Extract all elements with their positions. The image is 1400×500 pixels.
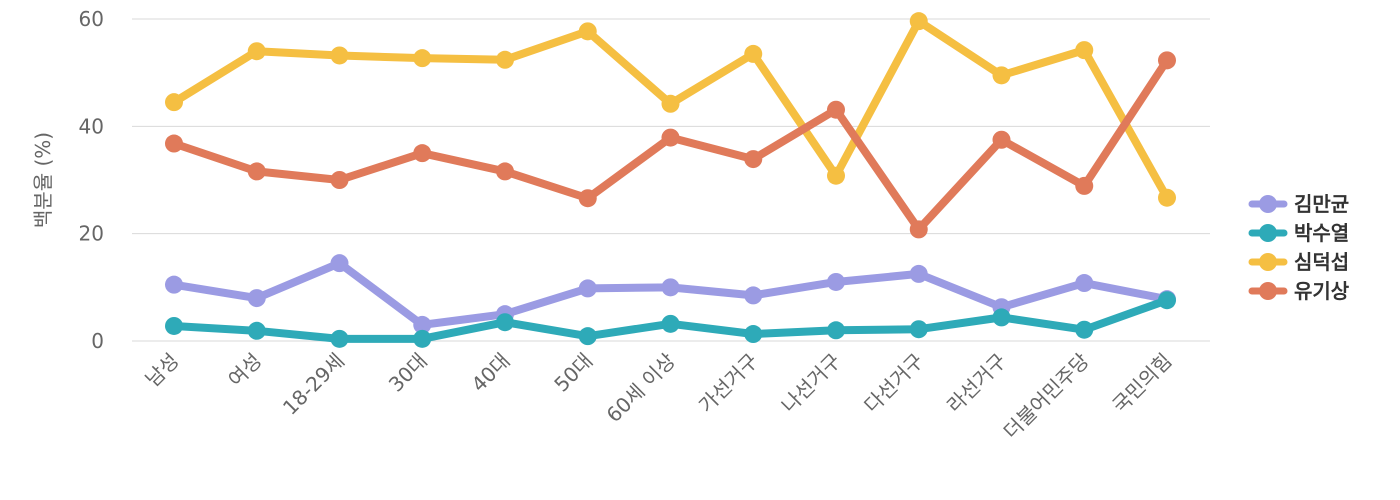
data-point[interactable] [1158, 291, 1176, 310]
data-point[interactable] [992, 66, 1011, 85]
series-2 [165, 291, 1176, 348]
y-tick-label: 0 [91, 329, 104, 353]
y-tick-label: 40 [79, 114, 104, 138]
data-point[interactable] [661, 278, 680, 297]
y-axis-title: 백분율 (%) [31, 132, 55, 228]
x-tick-label: 라선거구 [942, 349, 1011, 418]
data-point[interactable] [744, 325, 763, 344]
data-point[interactable] [413, 144, 432, 163]
x-tick-label: 18-29세 [278, 349, 349, 420]
data-point[interactable] [1075, 176, 1094, 195]
data-point[interactable] [827, 272, 845, 291]
data-point[interactable] [1075, 320, 1094, 339]
data-point[interactable] [496, 50, 514, 69]
data-point[interactable] [827, 166, 845, 185]
data-point[interactable] [165, 275, 183, 294]
data-point[interactable] [413, 49, 432, 68]
data-point[interactable] [165, 134, 183, 153]
data-point[interactable] [744, 44, 763, 63]
data-point[interactable] [661, 314, 680, 333]
data-point[interactable] [247, 162, 266, 181]
series-group [165, 12, 1176, 348]
data-point[interactable] [413, 315, 432, 334]
data-point[interactable] [247, 289, 266, 308]
data-point[interactable] [330, 254, 349, 273]
data-point[interactable] [1158, 51, 1176, 70]
data-point[interactable] [496, 162, 514, 181]
legend-label: 심덕섭 [1294, 250, 1349, 274]
y-axis: 0 20 40 60 [79, 7, 104, 353]
x-tick-label: 50대 [549, 349, 597, 397]
data-point[interactable] [330, 329, 349, 348]
data-point[interactable] [992, 130, 1011, 149]
legend-swatch-marker [1259, 253, 1277, 271]
legend-label: 김만균 [1294, 192, 1349, 216]
x-tick-label: 40대 [467, 349, 515, 397]
x-tick-label: 60세 이상 [602, 349, 680, 427]
data-point[interactable] [165, 93, 183, 112]
x-axis: 남성 여성 18-29세 30대 40대 50대 60세 이상 가선거구 나선거구 다선거구 라선거… [141, 349, 1177, 444]
legend-label: 박수열 [1294, 221, 1349, 245]
x-tick-label: 나선거구 [777, 349, 846, 418]
y-tick-label: 20 [79, 222, 104, 246]
data-point[interactable] [1158, 188, 1176, 207]
data-point[interactable] [909, 320, 928, 339]
data-point[interactable] [909, 264, 928, 283]
x-tick-label: 다선거구 [859, 349, 928, 418]
x-tick-label: 30대 [384, 349, 432, 397]
data-point[interactable] [578, 279, 597, 298]
data-point[interactable] [330, 171, 349, 189]
series-3 [165, 12, 1176, 207]
data-point[interactable] [578, 327, 597, 346]
legend-label: 유기상 [1294, 279, 1350, 303]
data-point[interactable] [496, 313, 514, 332]
grid [132, 18, 1210, 342]
data-point[interactable] [1075, 41, 1094, 60]
data-point[interactable] [578, 189, 597, 208]
legend-item[interactable]: 김만균 [1248, 192, 1349, 216]
data-point[interactable] [165, 316, 183, 335]
data-point[interactable] [744, 286, 763, 305]
data-point[interactable] [827, 321, 845, 340]
legend-swatch-marker [1259, 282, 1277, 300]
legend-item[interactable]: 심덕섭 [1248, 250, 1349, 274]
legend-swatch-marker [1259, 224, 1277, 242]
x-tick-label: 남성 [141, 349, 184, 392]
series-4 [165, 51, 1176, 239]
data-point[interactable] [661, 128, 680, 147]
legend-swatch-marker [1259, 195, 1277, 213]
data-point[interactable] [909, 220, 928, 239]
data-point[interactable] [330, 46, 349, 65]
data-point[interactable] [578, 22, 597, 41]
legend-item[interactable]: 박수열 [1248, 221, 1349, 245]
data-point[interactable] [1075, 274, 1094, 293]
data-point[interactable] [247, 42, 266, 61]
data-point[interactable] [909, 12, 928, 31]
x-tick-label: 여성 [223, 349, 266, 392]
data-point[interactable] [247, 321, 266, 340]
legend-item[interactable]: 유기상 [1248, 279, 1350, 303]
x-tick-label: 국민의힘 [1108, 349, 1177, 418]
data-point[interactable] [744, 150, 763, 169]
data-point[interactable] [992, 308, 1011, 327]
x-tick-label: 더불어민주당 [999, 349, 1094, 444]
y-tick-label: 60 [79, 7, 104, 31]
data-point[interactable] [413, 329, 432, 348]
data-point[interactable] [661, 94, 680, 113]
x-tick-label: 가선거구 [694, 349, 763, 418]
data-point[interactable] [827, 100, 845, 119]
